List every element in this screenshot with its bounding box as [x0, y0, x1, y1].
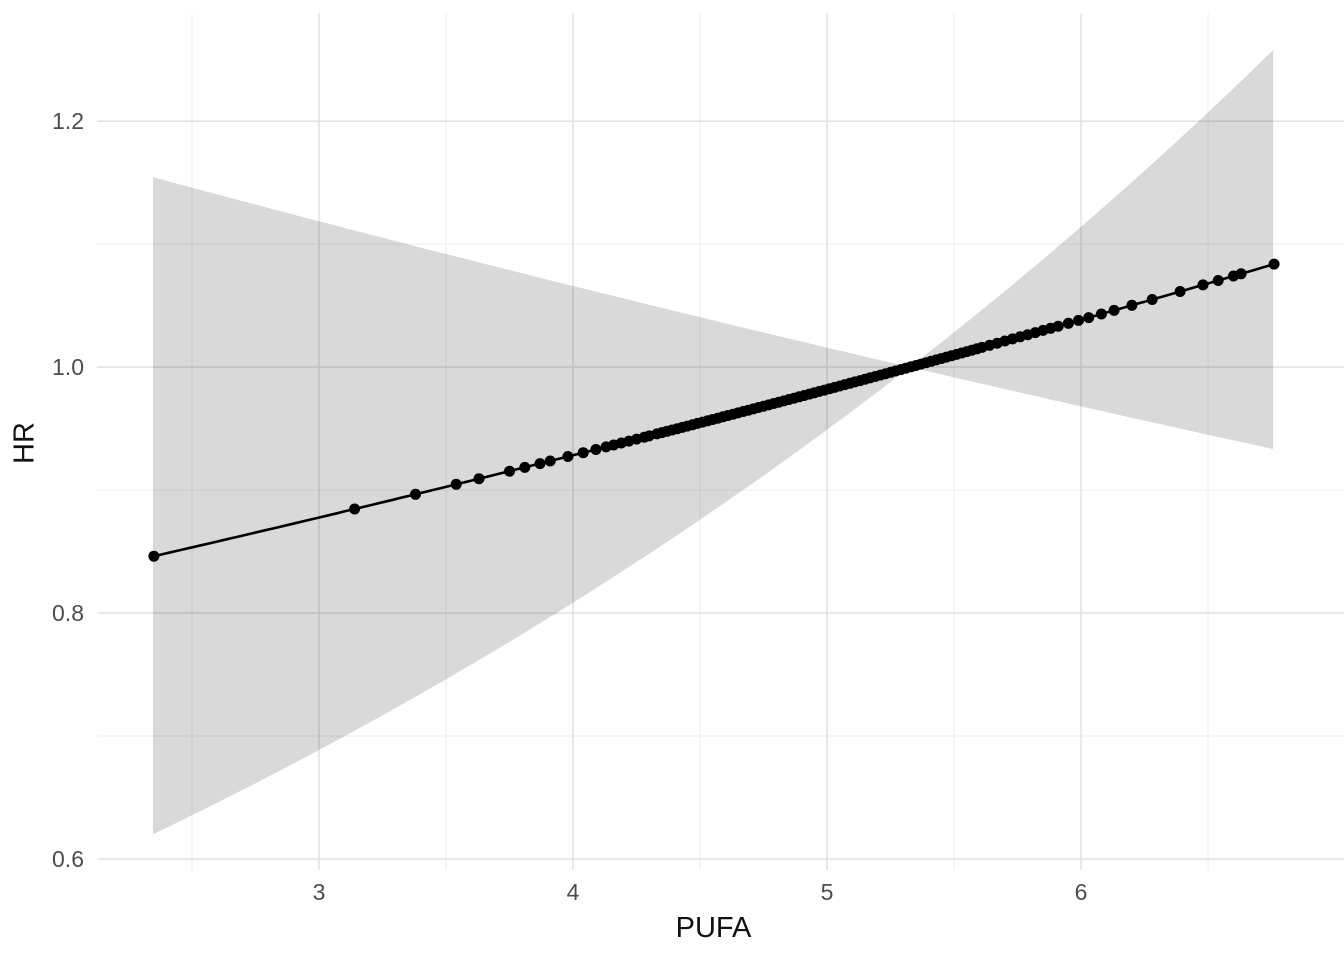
data-point — [1197, 279, 1209, 291]
data-point — [590, 444, 602, 455]
data-point — [349, 503, 361, 515]
x-tick-label: 3 — [313, 879, 326, 905]
x-axis-title: PUFA — [675, 912, 752, 944]
data-point — [1235, 268, 1247, 280]
data-point — [1146, 294, 1158, 305]
data-point — [534, 458, 546, 470]
data-point — [1174, 286, 1186, 297]
grid-major — [97, 13, 1344, 870]
y-tick-label: 0.8 — [52, 600, 84, 626]
data-point — [562, 451, 574, 462]
grid-minor — [97, 13, 1344, 870]
y-tick-label: 1.2 — [52, 108, 84, 134]
data-point — [410, 488, 421, 500]
x-tick-label: 6 — [1075, 879, 1088, 905]
data-point — [1268, 258, 1280, 270]
confidence-ribbon — [152, 50, 1274, 835]
data-points — [148, 258, 1280, 562]
x-tick-label: 5 — [821, 879, 834, 905]
y-axis-title: HR — [8, 422, 41, 464]
data-point — [1126, 299, 1138, 311]
data-point — [1095, 308, 1107, 320]
x-tick-label: 4 — [567, 879, 580, 905]
data-point — [504, 465, 515, 477]
y-tick-label: 1.0 — [52, 354, 84, 380]
data-point — [519, 461, 531, 473]
data-point — [450, 478, 462, 490]
data-point — [1062, 317, 1074, 329]
data-point — [577, 447, 589, 459]
data-point — [148, 550, 160, 562]
data-point — [1108, 304, 1120, 316]
data-point — [1073, 314, 1084, 326]
data-point — [544, 455, 556, 467]
data-point — [473, 473, 485, 485]
data-point — [1083, 312, 1095, 324]
confidence-ribbon — [152, 50, 1274, 835]
data-point — [1052, 320, 1064, 332]
y-tick-label: 0.6 — [52, 846, 84, 872]
tick-labels: 3 4 5 6 0.6 0.8 1.0 1.2 — [52, 108, 1087, 905]
data-point — [1212, 275, 1224, 286]
